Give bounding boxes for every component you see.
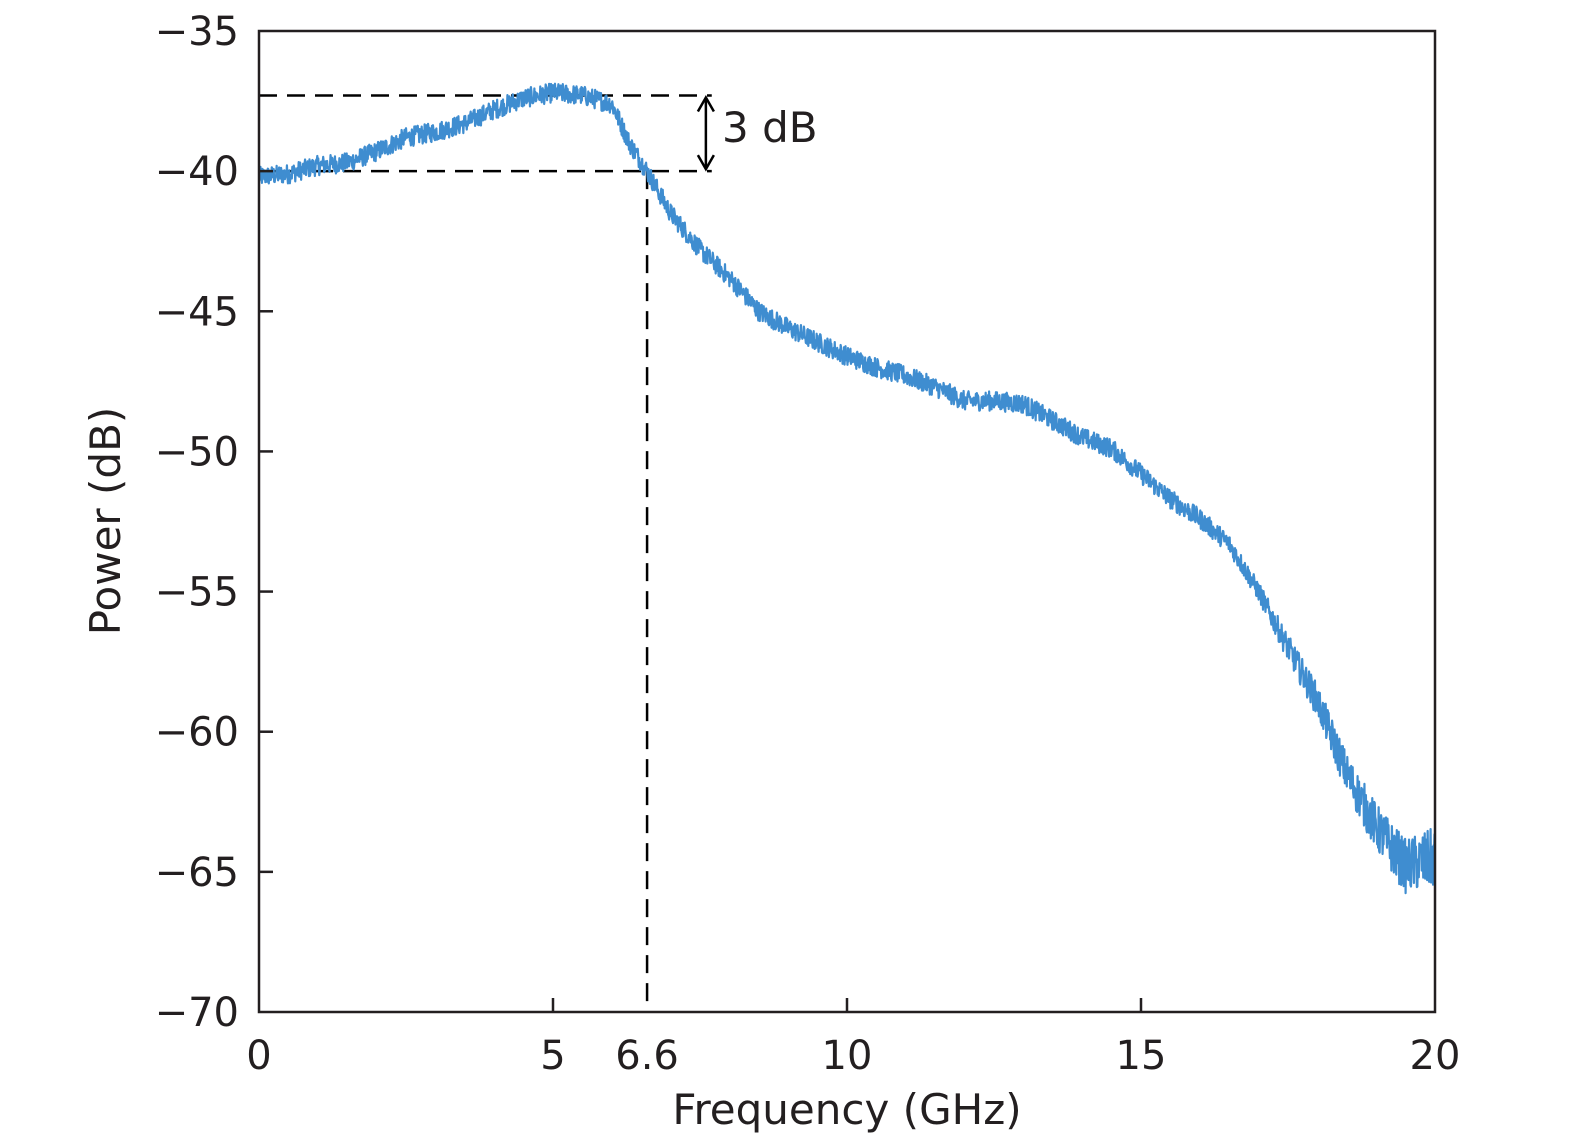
y-axis-ticks: −35 −40 −45 −50 −55 −60 −65 −70	[155, 9, 273, 1036]
y-tick-label: −35	[155, 9, 239, 55]
y-tick-label: −40	[155, 149, 239, 195]
y-tick-label: −55	[155, 570, 239, 616]
x-tick-label: 6.6	[615, 1033, 679, 1079]
series-layer	[259, 82, 1435, 895]
y-tick-label: −50	[155, 429, 239, 475]
x-tick-label: 5	[540, 1033, 565, 1079]
power-series-line	[259, 82, 1435, 895]
x-tick-label: 0	[246, 1033, 271, 1079]
delta-arrow-head-up	[696, 94, 715, 113]
x-tick-label: 15	[1116, 1033, 1167, 1079]
y-tick-label: −45	[155, 289, 239, 335]
delta-3db-label: 3 dB	[722, 103, 818, 152]
x-tick-label: 20	[1410, 1033, 1461, 1079]
y-tick-label: −60	[155, 710, 239, 756]
x-tick-label: 10	[822, 1033, 873, 1079]
y-axis-title: Power (dB)	[81, 407, 130, 636]
x-axis-ticks: 0 5 6.6 10 15 20	[246, 998, 1460, 1079]
y-tick-label: −70	[155, 990, 239, 1036]
x-axis-title: Frequency (GHz)	[672, 1085, 1021, 1134]
reference-lines	[259, 94, 715, 1012]
delta-arrow-head-down	[696, 154, 715, 172]
plot-frame	[257, 29, 1437, 1014]
y-tick-label: −65	[155, 850, 239, 896]
